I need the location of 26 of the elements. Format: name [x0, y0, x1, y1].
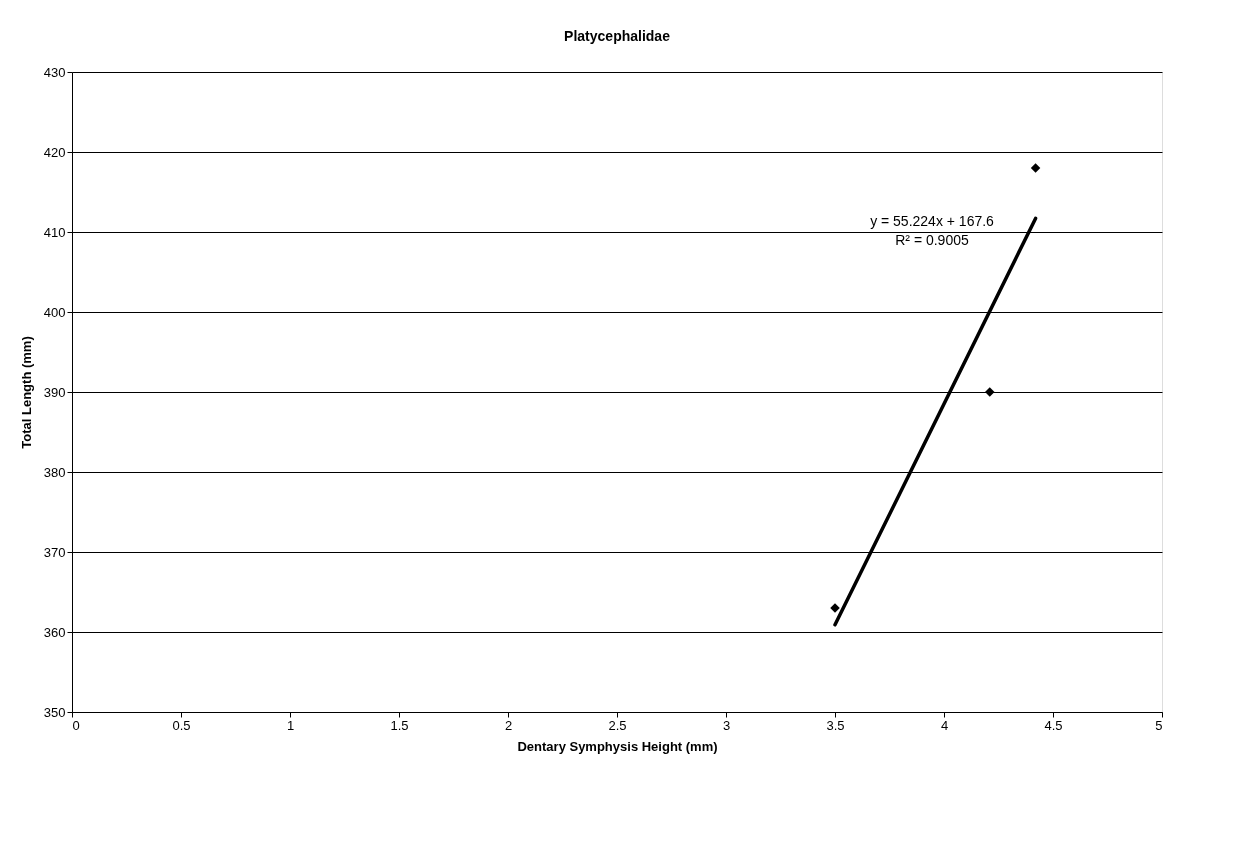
annotation: R² = 0.9005: [895, 232, 969, 248]
x-tick-label: 0.5: [172, 717, 191, 733]
y-tick-label: 390: [43, 384, 66, 400]
y-tick-label: 400: [43, 304, 66, 320]
y-tick-label: 410: [43, 224, 66, 240]
chart-title: Platycephalidae: [564, 28, 671, 44]
x-tick-label: 2.5: [608, 717, 627, 733]
y-tick-label: 420: [43, 144, 66, 160]
annotation: y = 55.224x + 167.6: [870, 213, 995, 229]
y-axis-title: Total Length (mm): [18, 336, 34, 449]
x-tick-label: 3.5: [826, 717, 845, 733]
x-tick-label: 1: [286, 717, 295, 733]
y-tick-label: 370: [43, 544, 66, 560]
y-tick-label: 360: [43, 624, 66, 640]
x-tick-label: 1.5: [390, 717, 409, 733]
point: [1030, 163, 1041, 173]
y-tick-label: 430: [43, 64, 66, 80]
x-tick-label: 2: [504, 717, 513, 733]
x-tick-label: 0: [72, 717, 80, 733]
x-tick-label: 5: [1155, 717, 1163, 733]
x-tick-label: 3: [722, 717, 731, 733]
x-tick-label: 4.5: [1044, 717, 1063, 733]
x-axis-title: Dentary Symphysis Height (mm): [517, 738, 718, 754]
y-tick-label: 350: [43, 704, 66, 720]
y-tick-label: 380: [43, 464, 66, 480]
x-tick-label: 4: [940, 717, 949, 733]
